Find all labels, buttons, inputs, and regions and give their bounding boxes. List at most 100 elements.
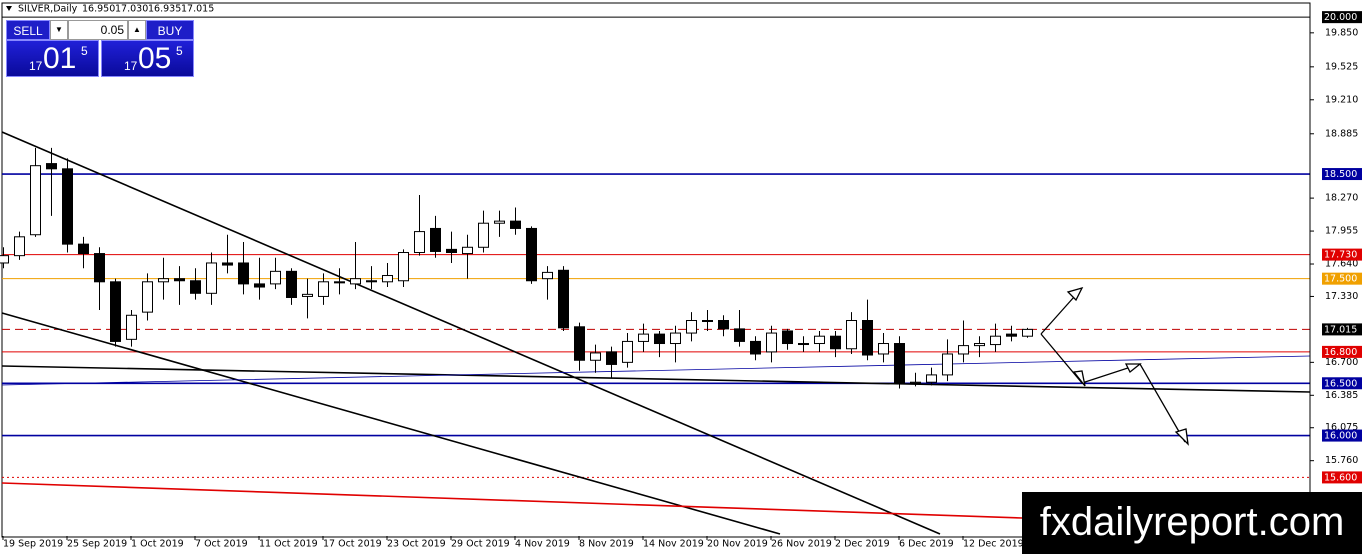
y-tick-label: 18.885 bbox=[1325, 128, 1358, 139]
sell-button[interactable]: SELL bbox=[6, 20, 50, 40]
header-close: 17.015 bbox=[181, 4, 214, 15]
candle-body bbox=[270, 270, 281, 285]
sell-price[interactable]: 17 01 5 bbox=[6, 40, 99, 77]
x-tick-label: 8 Nov 2019 bbox=[579, 539, 634, 550]
level-box bbox=[1322, 248, 1362, 261]
lot-field[interactable]: 0.05 bbox=[68, 20, 128, 40]
y-tick-label: 17.955 bbox=[1325, 226, 1358, 237]
candle-body bbox=[222, 262, 233, 266]
plot-frame bbox=[1, 2, 1311, 538]
header-high: 17.030 bbox=[115, 4, 148, 15]
candle-body bbox=[382, 275, 393, 283]
trade-panel: SELL ▼ 0.05 ▲ BUY 17 01 5 17 05 5 bbox=[6, 20, 194, 77]
candle-body bbox=[158, 278, 169, 283]
candle-body bbox=[814, 335, 825, 345]
candle-body bbox=[1006, 333, 1017, 337]
x-tick-label: 26 Nov 2019 bbox=[771, 539, 832, 550]
x-tick-label: 2 Dec 2019 bbox=[835, 539, 890, 550]
candle-body bbox=[94, 253, 105, 283]
candle-body bbox=[302, 293, 313, 297]
price-big: 01 bbox=[43, 42, 77, 75]
candle-body bbox=[670, 332, 681, 345]
candle-body bbox=[430, 227, 441, 252]
candle-body bbox=[830, 335, 841, 350]
price-pip: 5 bbox=[81, 44, 88, 58]
candle-body bbox=[126, 314, 137, 340]
arrow bbox=[1040, 333, 1186, 443]
candle-body bbox=[446, 248, 457, 254]
trendline bbox=[1, 355, 1311, 386]
candle-body bbox=[782, 330, 793, 345]
candle-body bbox=[78, 243, 89, 255]
x-tick-label: 19 Sep 2019 bbox=[3, 539, 63, 550]
candle-body bbox=[558, 269, 569, 329]
candle-body bbox=[638, 333, 649, 342]
candle-body bbox=[142, 281, 153, 313]
level-label: 16.000 bbox=[1324, 431, 1357, 442]
candle-body bbox=[686, 320, 697, 334]
candle-body bbox=[398, 252, 409, 282]
candle-body bbox=[494, 220, 505, 224]
buy-button[interactable]: BUY bbox=[146, 20, 194, 40]
candle-body bbox=[30, 165, 41, 236]
candle-body bbox=[574, 326, 585, 361]
candle-body bbox=[318, 281, 329, 297]
x-tick-label: 25 Sep 2019 bbox=[67, 539, 127, 550]
price-small: 17 bbox=[29, 59, 43, 73]
level-label: 16.500 bbox=[1324, 378, 1357, 389]
candle-body bbox=[910, 381, 921, 384]
x-tick-label: 4 Nov 2019 bbox=[515, 539, 570, 550]
y-tick-label: 16.075 bbox=[1325, 422, 1358, 433]
x-tick-label: 1 Oct 2019 bbox=[131, 539, 184, 550]
candle-body bbox=[62, 168, 73, 245]
candle-body bbox=[894, 343, 905, 384]
forecast-arrows bbox=[1040, 286, 1189, 446]
level-label: 20.000 bbox=[1324, 12, 1357, 23]
candle-body bbox=[526, 227, 537, 282]
candle-body bbox=[942, 353, 953, 376]
trendline bbox=[1, 365, 1311, 393]
candle-body bbox=[862, 320, 873, 356]
candle-body bbox=[350, 278, 361, 285]
x-tick-label: 7 Oct 2019 bbox=[195, 539, 248, 550]
candle-body bbox=[542, 271, 553, 280]
candle-body bbox=[478, 222, 489, 248]
lot-down[interactable]: ▼ bbox=[50, 20, 68, 40]
level-label: 18.500 bbox=[1324, 169, 1357, 180]
candle-body bbox=[14, 236, 25, 257]
candle-body bbox=[334, 281, 345, 284]
lot-up[interactable]: ▲ bbox=[128, 20, 146, 40]
trendlines bbox=[1, 131, 1311, 535]
header-symbol: SILVER,Daily bbox=[18, 4, 78, 15]
arrow-head bbox=[1066, 286, 1084, 302]
candle-body bbox=[190, 280, 201, 294]
level-box bbox=[1322, 168, 1362, 181]
x-tick-label: 12 Dec 2019 bbox=[963, 539, 1024, 550]
x-tick-label: 20 Nov 2019 bbox=[707, 539, 768, 550]
candle-body bbox=[926, 374, 937, 383]
candle-body bbox=[366, 280, 377, 283]
candle-body bbox=[254, 283, 265, 288]
x-tick-label: 14 Nov 2019 bbox=[643, 539, 704, 550]
x-tick-label: 29 Oct 2019 bbox=[451, 539, 510, 550]
candle-body bbox=[590, 352, 601, 361]
level-box bbox=[1322, 471, 1362, 484]
x-tick-label: 6 Dec 2019 bbox=[899, 539, 954, 550]
trendline bbox=[1, 131, 941, 535]
y-tick-label: 17.640 bbox=[1325, 259, 1358, 270]
y-tick-label: 17.330 bbox=[1325, 291, 1358, 302]
y-tick-label: 15.760 bbox=[1325, 455, 1358, 466]
candle-body bbox=[766, 332, 777, 353]
candle-body bbox=[462, 246, 473, 255]
buy-price[interactable]: 17 05 5 bbox=[101, 40, 194, 77]
x-tick-label: 17 Oct 2019 bbox=[323, 539, 382, 550]
y-tick-label: 18.270 bbox=[1325, 193, 1358, 204]
candle-body bbox=[238, 262, 249, 285]
candle-body bbox=[734, 328, 745, 342]
candle-body bbox=[990, 335, 1001, 346]
candle-body bbox=[414, 231, 425, 254]
price-small: 17 bbox=[124, 59, 138, 73]
level-box bbox=[1322, 272, 1362, 285]
level-label: 17.015 bbox=[1324, 324, 1357, 335]
